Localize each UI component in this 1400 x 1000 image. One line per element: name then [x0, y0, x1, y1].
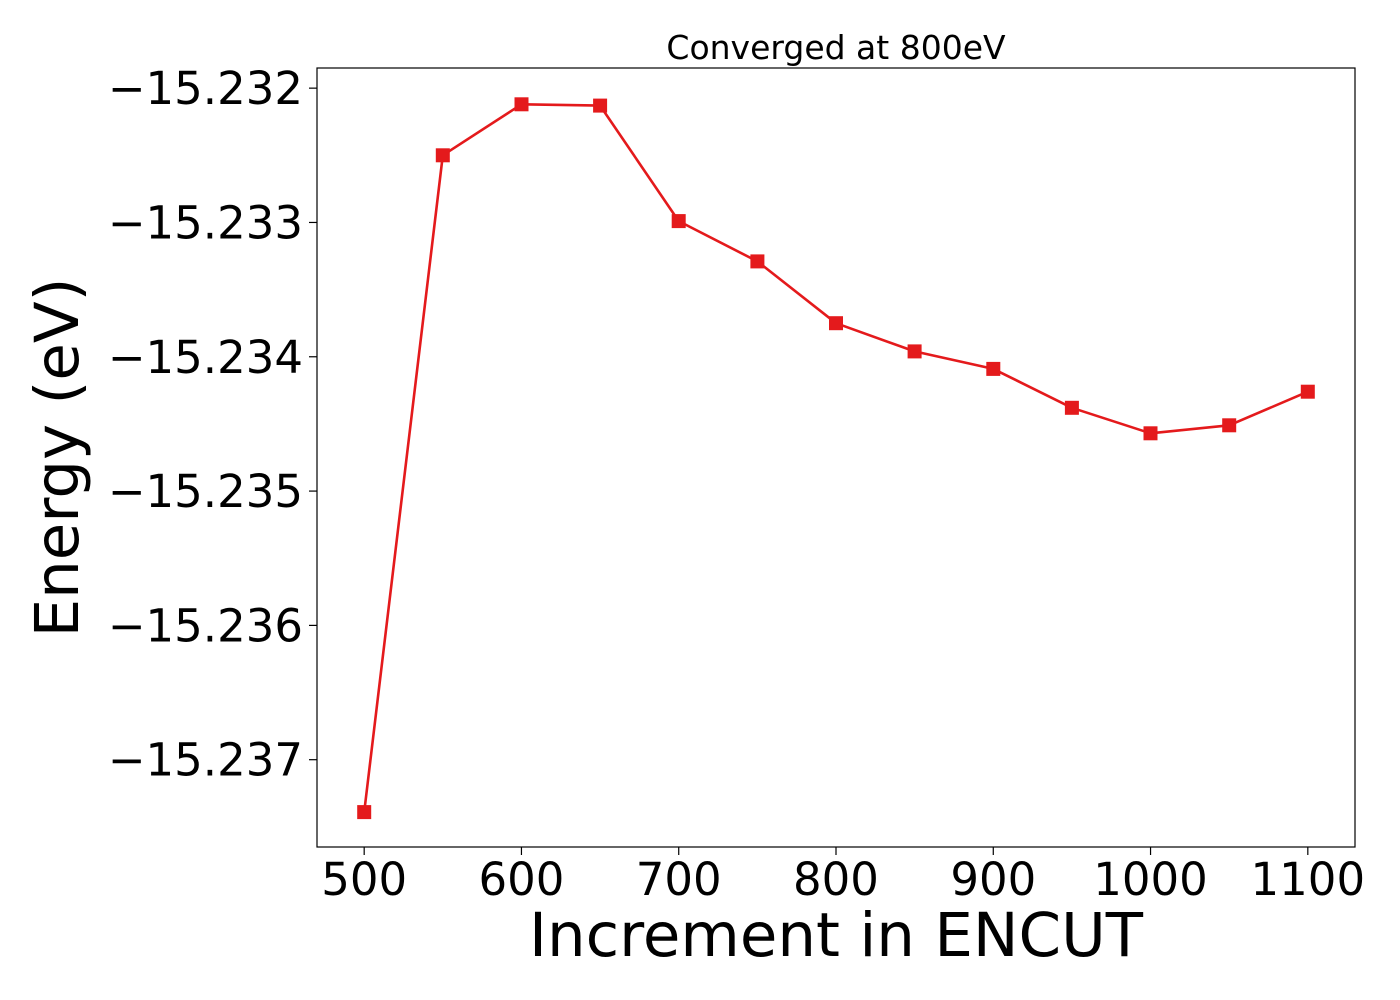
y-tick-label: −15.236	[108, 599, 303, 652]
data-point-marker	[1064, 400, 1079, 415]
data-point-marker	[1222, 418, 1237, 433]
data-point-marker	[750, 254, 765, 269]
chart-title: Converged at 800eV	[666, 28, 1006, 67]
data-point-marker	[829, 316, 843, 331]
data-point-marker	[986, 361, 1001, 376]
x-tick-label: 700	[636, 853, 722, 906]
y-axis-label: Energy (eV)	[22, 278, 93, 638]
x-tick-label: 600	[479, 853, 565, 906]
y-tick-label: −15.234	[108, 331, 303, 384]
y-tick-label: −15.237	[108, 734, 303, 787]
data-point-marker	[1143, 426, 1158, 441]
data-point-marker	[671, 214, 686, 229]
x-axis-ticks: 500 600 700 800 900 1000 1100	[321, 847, 1365, 906]
series-layer	[357, 97, 1315, 820]
data-point-marker	[1300, 384, 1315, 399]
x-axis-label: Increment in ENCUT	[529, 900, 1144, 971]
x-tick-label: 1000	[1093, 853, 1208, 906]
x-tick-label: 500	[321, 853, 407, 906]
x-tick-label: 1100	[1251, 853, 1366, 906]
y-tick-label: −15.235	[108, 465, 303, 518]
data-point-marker	[593, 98, 608, 113]
data-point-marker	[907, 344, 922, 359]
x-tick-label: 900	[950, 853, 1036, 906]
data-point-marker	[357, 805, 372, 820]
y-tick-label: −15.233	[108, 196, 303, 249]
data-point-marker	[435, 148, 450, 163]
y-tick-label: −15.232	[108, 62, 303, 115]
x-tick-label: 800	[793, 853, 879, 906]
y-axis-ticks: −15.237 −15.236 −15.235 −15.234 −15.233 −15.2…	[108, 62, 317, 787]
data-point-marker	[514, 97, 529, 112]
